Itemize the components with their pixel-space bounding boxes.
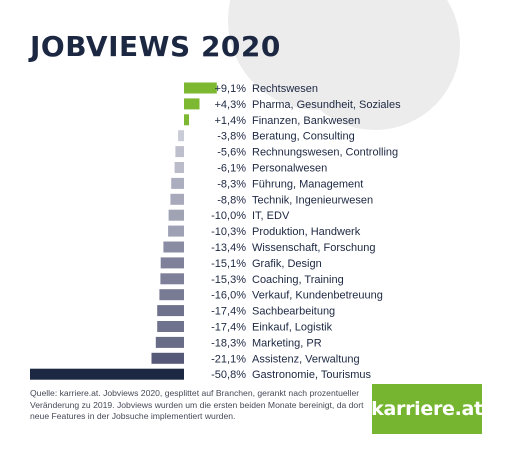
bar [170, 193, 184, 205]
bar [30, 368, 184, 380]
bar [160, 273, 184, 285]
value-label: +1,4% [215, 115, 247, 127]
bar [157, 321, 184, 332]
category-label: Gastronomie, Tourismus [252, 369, 372, 381]
value-label: -8,8% [217, 194, 246, 206]
bar [163, 241, 184, 253]
category-label: IT, EDV [252, 210, 290, 222]
category-label: Einkauf, Logistik [252, 322, 333, 334]
value-label: -8,3% [217, 178, 246, 190]
value-label: -17,4% [211, 306, 246, 318]
value-label: -18,3% [211, 337, 246, 349]
karriere-logo: karriere.at [371, 384, 483, 434]
bar [168, 225, 184, 237]
value-label: -13,4% [211, 242, 246, 254]
value-label: -10,0% [211, 210, 246, 222]
category-label: Führung, Management [252, 178, 363, 190]
value-label: -50,8% [211, 369, 246, 381]
bar [178, 130, 184, 142]
category-label: Coaching, Training [252, 274, 344, 286]
category-label: Wissenschaft, Forschung [252, 242, 376, 254]
value-label: +9,1% [215, 83, 247, 95]
chart-title: JOBVIEWS 2020 [30, 30, 281, 63]
value-label: -15,1% [211, 258, 246, 270]
value-label: -15,3% [211, 274, 246, 286]
category-label: Grafik, Design [252, 258, 322, 270]
value-label: -10,3% [211, 226, 246, 238]
category-label: Pharma, Gesundheit, Soziales [252, 99, 401, 111]
category-label: Assistenz, Verwaltung [252, 353, 360, 365]
value-label: -16,0% [211, 290, 246, 302]
bar [151, 352, 184, 364]
bar [184, 82, 217, 94]
value-label: -17,4% [211, 322, 246, 334]
category-label: Sachbearbeitung [252, 306, 335, 318]
value-label: -3,8% [217, 131, 246, 143]
category-label: Finanzen, Bankwesen [252, 115, 360, 127]
category-label: Rechtswesen [252, 83, 318, 95]
category-label: Beratung, Consulting [252, 131, 355, 143]
bar [175, 146, 184, 158]
source-note: Quelle: karriere.at. Jobviews 2020, gesp… [30, 388, 364, 421]
value-label: -6,1% [217, 163, 246, 175]
value-label: +4,3% [215, 99, 247, 111]
value-label: -21,1% [211, 353, 246, 365]
bar [160, 257, 184, 269]
category-label: Rechnungswesen, Controlling [252, 147, 398, 159]
bar [155, 336, 184, 348]
category-label: Produktion, Handwerk [252, 226, 361, 238]
value-label: -5,6% [217, 147, 246, 159]
category-label: Technik, Ingenieurwesen [252, 194, 373, 206]
category-label: Verkauf, Kundenbetreuung [252, 290, 383, 302]
background-circle-2 [290, 0, 460, 130]
bar [168, 209, 184, 221]
logo-text: karriere.at [371, 398, 483, 420]
bar [184, 98, 200, 110]
bar [157, 305, 184, 317]
bar [159, 289, 184, 301]
bar [174, 162, 184, 173]
bar [184, 114, 189, 126]
category-label: Personalwesen [252, 163, 327, 175]
category-label: Marketing, PR [252, 337, 322, 349]
bar [171, 177, 184, 189]
